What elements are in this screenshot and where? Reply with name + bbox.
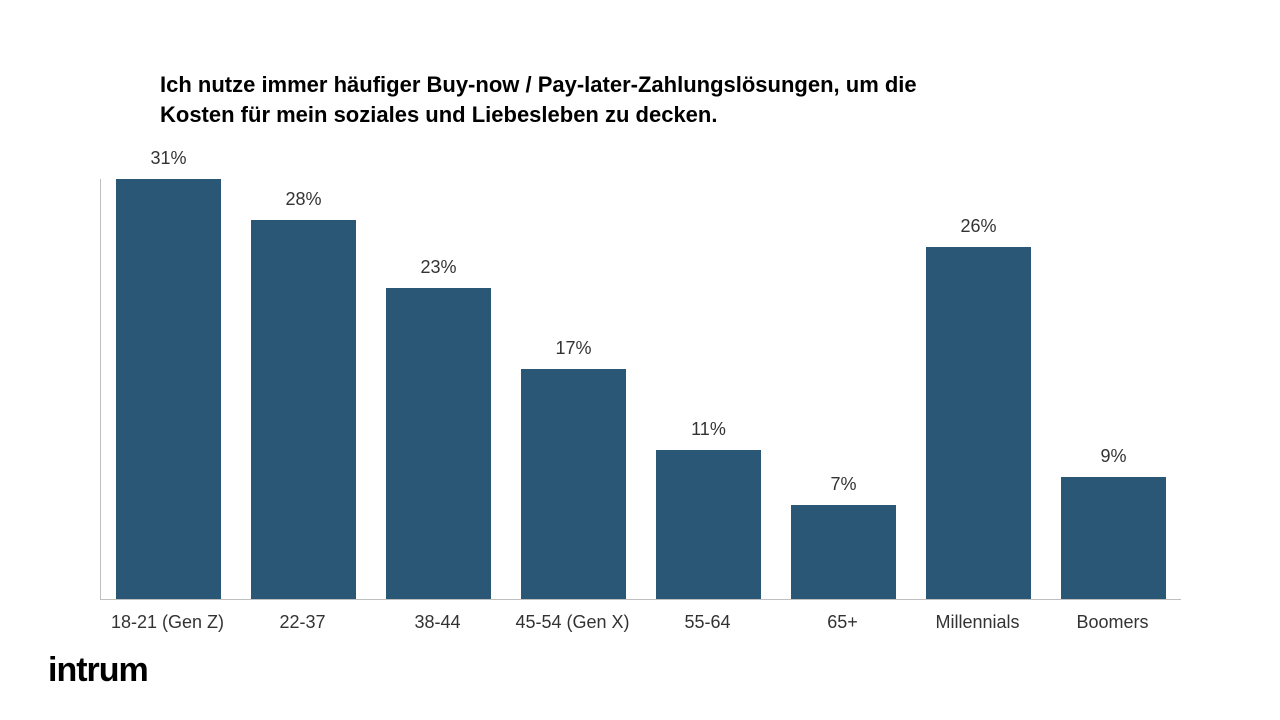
brand-logo: intrum (48, 651, 148, 690)
x-label: 38-44 (370, 612, 505, 633)
value-label: 17% (555, 338, 591, 359)
bar-3: 17% (521, 369, 626, 599)
bar-slot: 31% (101, 179, 236, 599)
bar-4: 11% (656, 450, 761, 599)
bar-0: 31% (116, 179, 221, 599)
plot-area: 31% 28% 23% 17% 11% (100, 179, 1181, 600)
bar-2: 23% (386, 288, 491, 600)
bar-slot: 17% (506, 179, 641, 599)
x-label: 55-64 (640, 612, 775, 633)
bar-7: 9% (1061, 477, 1166, 599)
x-label: 45-54 (Gen X) (505, 612, 640, 633)
bar-slot: 26% (911, 179, 1046, 599)
bars-row: 31% 28% 23% 17% 11% (101, 179, 1181, 599)
value-label: 23% (420, 257, 456, 278)
value-label: 26% (960, 216, 996, 237)
x-label: 22-37 (235, 612, 370, 633)
bar-slot: 23% (371, 179, 506, 599)
x-label: Millennials (910, 612, 1045, 633)
value-label: 9% (1100, 446, 1126, 467)
bar-slot: 7% (776, 179, 911, 599)
logo-text: intrum (48, 651, 148, 689)
chart-container: Ich nutze immer häufiger Buy-now / Pay-l… (100, 70, 1180, 633)
x-label: 18-21 (Gen Z) (100, 612, 235, 633)
value-label: 7% (830, 474, 856, 495)
value-label: 28% (285, 189, 321, 210)
x-axis-labels: 18-21 (Gen Z) 22-37 38-44 45-54 (Gen X) … (100, 612, 1180, 633)
bar-5: 7% (791, 505, 896, 600)
bar-6: 26% (926, 247, 1031, 599)
value-label: 31% (150, 148, 186, 169)
x-label: Boomers (1045, 612, 1180, 633)
value-label: 11% (691, 419, 726, 440)
bar-slot: 9% (1046, 179, 1181, 599)
x-label: 65+ (775, 612, 910, 633)
chart-title: Ich nutze immer häufiger Buy-now / Pay-l… (160, 70, 980, 129)
bar-slot: 28% (236, 179, 371, 599)
bar-slot: 11% (641, 179, 776, 599)
bar-1: 28% (251, 220, 356, 599)
